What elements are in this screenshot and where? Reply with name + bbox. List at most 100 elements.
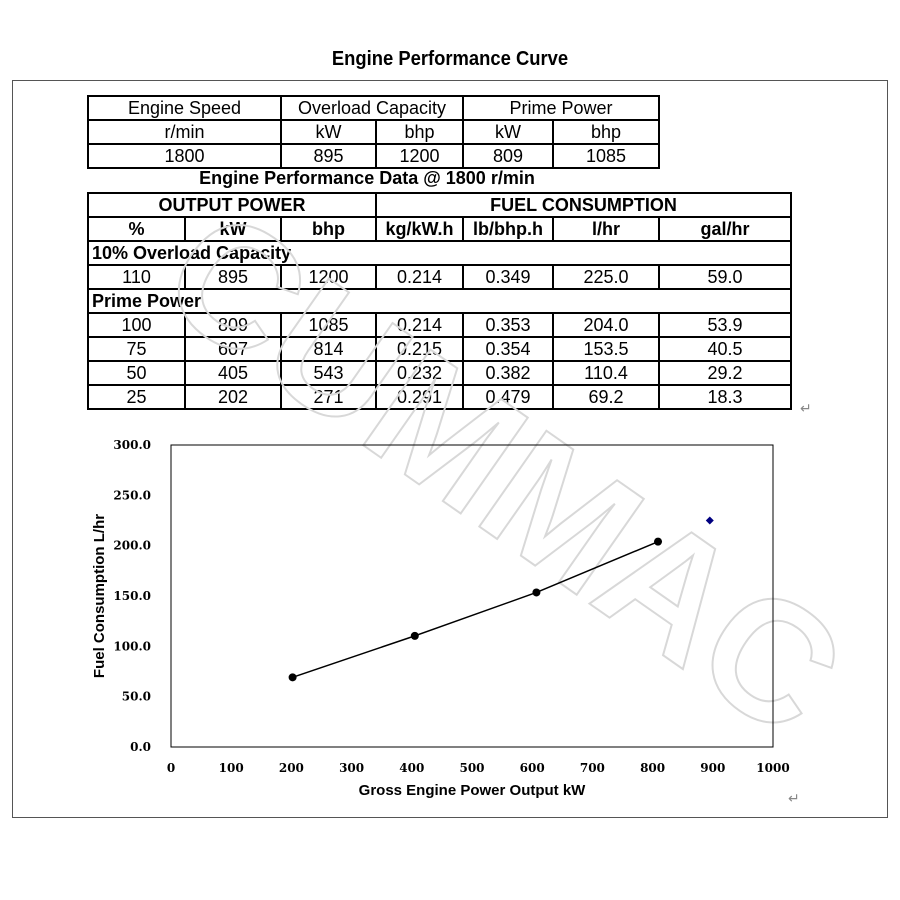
cell: 50 bbox=[87, 360, 186, 386]
data-point-diamond bbox=[705, 516, 714, 525]
x-tick-label: 1000 bbox=[756, 761, 789, 775]
plot-area bbox=[170, 444, 774, 748]
table-row: 100 809 1085 0.214 0.353 204.0 53.9 bbox=[87, 312, 792, 338]
cell: 0.479 bbox=[462, 384, 554, 410]
y-tick-label: 200.0 bbox=[113, 539, 151, 553]
cell: 0.353 bbox=[462, 312, 554, 338]
cell: 69.2 bbox=[552, 384, 660, 410]
x-tick-label: 500 bbox=[459, 761, 484, 775]
col-kw: kW bbox=[184, 216, 282, 242]
value-prime-kw: 809 bbox=[462, 143, 554, 169]
engine-spec-table: Engine Speed Overload Capacity Prime Pow… bbox=[87, 95, 660, 169]
unit-prime-bhp: bhp bbox=[552, 119, 660, 145]
x-tick-label: 100 bbox=[219, 761, 244, 775]
section-prime-power-label: Prime Power bbox=[87, 288, 792, 314]
data-point bbox=[654, 537, 663, 546]
y-tick-label: 100.0 bbox=[113, 639, 151, 653]
header-prime-power: Prime Power bbox=[462, 95, 660, 121]
cell: 809 bbox=[184, 312, 282, 338]
y-tick-label: 150.0 bbox=[113, 589, 151, 603]
cell: 607 bbox=[184, 336, 282, 362]
cell: 0.354 bbox=[462, 336, 554, 362]
col-kg-kwh: kg/kW.h bbox=[375, 216, 464, 242]
value-overload-bhp: 1200 bbox=[375, 143, 464, 169]
x-tick-label: 300 bbox=[339, 761, 364, 775]
y-tick-label: 0.0 bbox=[130, 740, 151, 754]
cell: 0.349 bbox=[462, 264, 554, 290]
table-row: 50 405 543 0.232 0.382 110.4 29.2 bbox=[87, 360, 792, 386]
cell: 53.9 bbox=[658, 312, 792, 338]
group-output-power: OUTPUT POWER bbox=[87, 192, 377, 218]
cell: 100 bbox=[87, 312, 186, 338]
data-point bbox=[288, 673, 297, 682]
cell: 0.382 bbox=[462, 360, 554, 386]
cell: 814 bbox=[280, 336, 377, 362]
col-l-hr: l/hr bbox=[552, 216, 660, 242]
cell: 1085 bbox=[280, 312, 377, 338]
cell: 0.291 bbox=[375, 384, 464, 410]
col-percent: % bbox=[87, 216, 186, 242]
unit-overload-bhp: bhp bbox=[375, 119, 464, 145]
cell: 18.3 bbox=[658, 384, 792, 410]
watermark-text: CUMMAC bbox=[132, 173, 875, 773]
x-axis-label: Gross Engine Power Output kW bbox=[359, 782, 587, 799]
cell: 1200 bbox=[280, 264, 377, 290]
y-tick-label: 50.0 bbox=[122, 690, 151, 704]
series-line bbox=[292, 540, 659, 679]
table-row: 75 607 814 0.215 0.354 153.5 40.5 bbox=[87, 336, 792, 362]
cell: 0.215 bbox=[375, 336, 464, 362]
section-overload-label: 10% Overload Capacity bbox=[87, 240, 792, 266]
cell: 204.0 bbox=[552, 312, 660, 338]
data-point bbox=[410, 631, 419, 640]
x-tick-label: 800 bbox=[640, 761, 665, 775]
col-gal-hr: gal/hr bbox=[658, 216, 792, 242]
x-tick-label: 0 bbox=[167, 761, 175, 775]
header-overload-capacity: Overload Capacity bbox=[280, 95, 464, 121]
unit-speed: r/min bbox=[87, 119, 282, 145]
paragraph-mark-icon: ↵ bbox=[788, 790, 800, 806]
value-overload-kw: 895 bbox=[280, 143, 377, 169]
paragraph-mark-icon: ↵ bbox=[800, 400, 812, 416]
unit-prime-kw: kW bbox=[462, 119, 554, 145]
cell: 0.214 bbox=[375, 264, 464, 290]
x-tick-label: 200 bbox=[279, 761, 304, 775]
data-point bbox=[532, 588, 541, 597]
value-speed: 1800 bbox=[87, 143, 282, 169]
cell: 405 bbox=[184, 360, 282, 386]
y-tick-label: 300.0 bbox=[113, 438, 151, 452]
performance-table: OUTPUT POWER FUEL CONSUMPTION % kW bhp k… bbox=[87, 192, 792, 410]
x-tick-label: 400 bbox=[399, 761, 424, 775]
cell: 0.214 bbox=[375, 312, 464, 338]
cell: 225.0 bbox=[552, 264, 660, 290]
cell: 895 bbox=[184, 264, 282, 290]
cell: 202 bbox=[184, 384, 282, 410]
x-tick-label: 600 bbox=[520, 761, 545, 775]
cell: 75 bbox=[87, 336, 186, 362]
page-title: Engine Performance Curve bbox=[331, 48, 569, 70]
cell: 153.5 bbox=[552, 336, 660, 362]
y-axis-label: Fuel Consumption L/hr bbox=[91, 514, 108, 678]
col-bhp: bhp bbox=[280, 216, 377, 242]
group-fuel-consumption: FUEL CONSUMPTION bbox=[375, 192, 792, 218]
cell: 543 bbox=[280, 360, 377, 386]
header-engine-speed: Engine Speed bbox=[87, 95, 282, 121]
x-tick-label: 700 bbox=[580, 761, 605, 775]
table-row: 110 895 1200 0.214 0.349 225.0 59.0 bbox=[87, 264, 792, 290]
cell: 0.232 bbox=[375, 360, 464, 386]
table-row: 25 202 271 0.291 0.479 69.2 18.3 bbox=[87, 384, 792, 410]
x-tick-label: 900 bbox=[700, 761, 725, 775]
cell: 110.4 bbox=[552, 360, 660, 386]
col-lb-bhph: lb/bhp.h bbox=[462, 216, 554, 242]
cell: 25 bbox=[87, 384, 186, 410]
value-prime-bhp: 1085 bbox=[552, 143, 660, 169]
cell: 110 bbox=[87, 264, 186, 290]
cell: 29.2 bbox=[658, 360, 792, 386]
cell: 271 bbox=[280, 384, 377, 410]
unit-overload-kw: kW bbox=[280, 119, 377, 145]
content-frame bbox=[12, 80, 888, 818]
cell: 40.5 bbox=[658, 336, 792, 362]
cell: 59.0 bbox=[658, 264, 792, 290]
watermark-logo: CUMMAC bbox=[131, 172, 876, 774]
y-tick-label: 250.0 bbox=[113, 488, 151, 502]
